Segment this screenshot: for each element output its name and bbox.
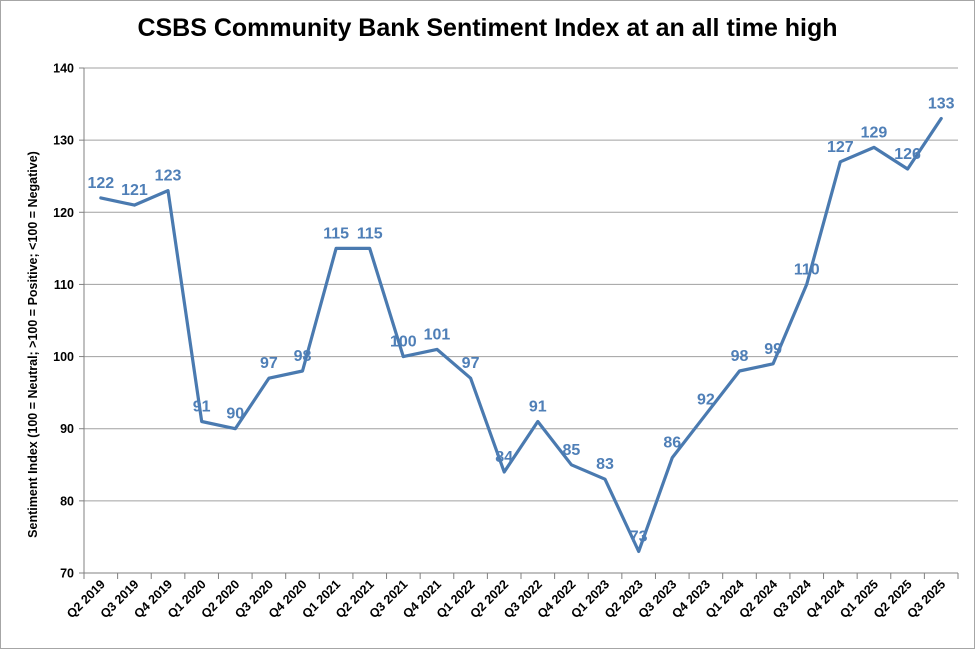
y-tick-label: 130	[53, 134, 74, 148]
chart-title: CSBS Community Bank Sentiment Index at a…	[137, 14, 838, 42]
data-label: 127	[827, 139, 854, 156]
data-label: 100	[390, 334, 417, 351]
data-label: 101	[424, 326, 451, 343]
data-label: 98	[294, 348, 312, 365]
data-label: 97	[260, 355, 278, 372]
y-axis-title: Sentiment Index (100 = Neutral; >100 = P…	[26, 151, 40, 538]
data-label: 121	[121, 182, 148, 199]
data-label: 73	[630, 528, 648, 545]
data-label: 129	[861, 124, 888, 141]
y-tick-label: 100	[53, 350, 74, 364]
data-label: 91	[193, 399, 211, 416]
data-label: 92	[697, 391, 715, 408]
data-label: 98	[731, 348, 749, 365]
data-label: 99	[764, 341, 782, 358]
data-label: 133	[928, 96, 955, 113]
data-label: 83	[596, 456, 614, 473]
data-label: 85	[563, 442, 581, 459]
data-label: 84	[495, 449, 513, 466]
data-label: 126	[894, 146, 921, 163]
y-tick-label: 140	[53, 62, 74, 76]
data-label: 122	[87, 175, 114, 192]
data-label: 115	[357, 225, 383, 242]
y-tick-label: 110	[54, 278, 74, 292]
y-tick-label: 80	[60, 494, 74, 508]
data-label: 97	[462, 355, 480, 372]
data-label: 86	[663, 435, 681, 452]
data-label: 110	[794, 261, 820, 278]
data-label: 123	[155, 168, 182, 185]
data-label: 115	[323, 225, 349, 242]
y-tick-label: 120	[53, 206, 74, 220]
data-label: 91	[529, 399, 547, 416]
series-line	[99, 116, 943, 554]
data-label: 90	[226, 406, 244, 423]
y-tick-label: 70	[60, 567, 74, 581]
y-tick-label: 90	[60, 422, 74, 436]
